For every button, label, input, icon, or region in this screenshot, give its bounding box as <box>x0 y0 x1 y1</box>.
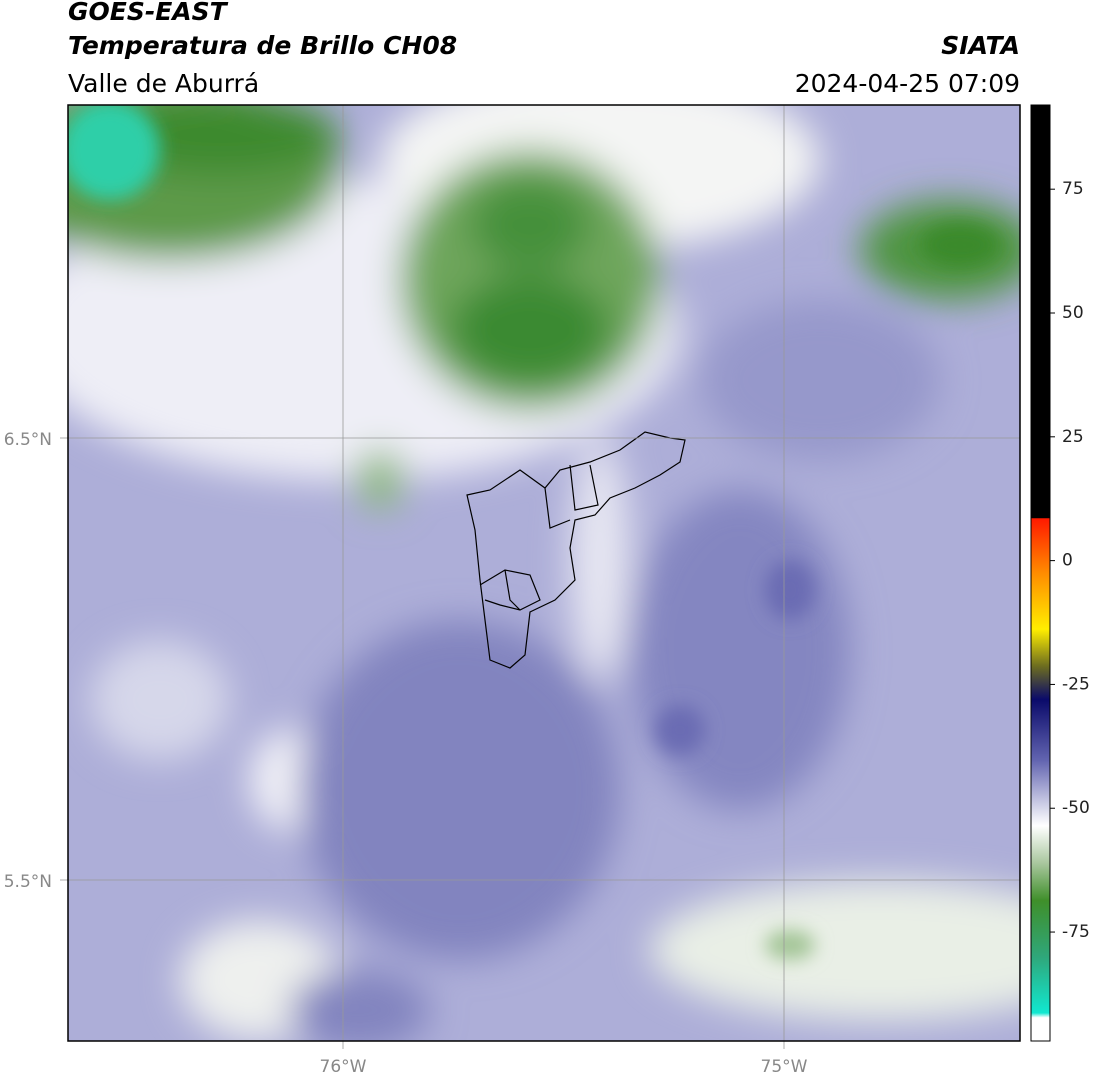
colorbar-tick-label: 50 <box>1062 303 1084 323</box>
municipalities-outline <box>466 431 686 669</box>
map-frame <box>67 104 1021 1042</box>
lon-label: 76°W <box>320 1057 367 1077</box>
graticule <box>60 105 1020 1049</box>
colorbar-tick-label: 75 <box>1062 179 1084 199</box>
lon-label: 75°W <box>761 1057 808 1077</box>
lat-label: 6.5°N <box>4 430 52 450</box>
colorbar-tick-label: -25 <box>1062 674 1090 694</box>
colorbar-ticks: 75 50 25 0 -25 -50 -75 <box>1050 179 1090 942</box>
colorbar-tick-label: 0 <box>1062 551 1073 571</box>
lat-label: 5.5°N <box>4 872 52 892</box>
colorbar <box>1030 104 1051 1042</box>
colorbar-tick-label: -75 <box>1062 922 1090 942</box>
colorbar-tick-label: -50 <box>1062 798 1090 818</box>
source: SIATA <box>941 31 1020 60</box>
colorbar-tick-label: 25 <box>1062 427 1084 447</box>
title: GOES-EAST <box>68 0 229 26</box>
region: Valle de Aburrá <box>68 69 259 98</box>
subtitle: Temperatura de Brillo CH08 <box>68 31 457 60</box>
datetime: 2024-04-25 07:09 <box>795 69 1020 98</box>
map-field <box>68 105 1020 1041</box>
